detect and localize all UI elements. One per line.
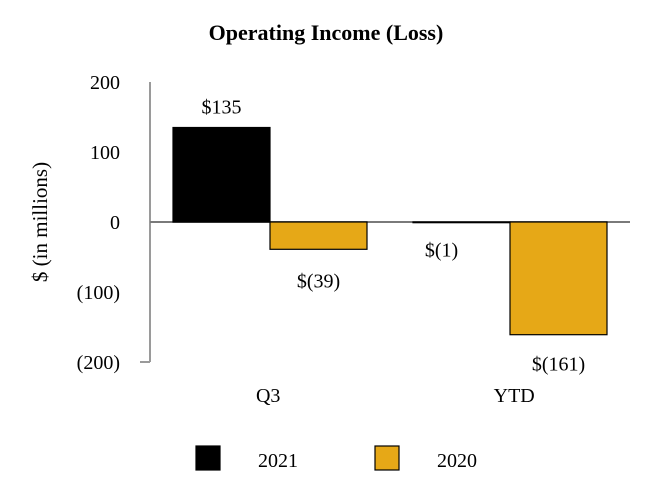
chart-title: Operating Income (Loss) (209, 20, 444, 45)
y-tick-label: (200) (77, 352, 120, 374)
y-axis-ticks: 200 100 0 (100) (200) (77, 72, 120, 374)
bars (172, 126, 608, 336)
data-label: $(161) (532, 354, 585, 376)
legend-label: 2021 (258, 450, 298, 472)
x-axis-ticks: Q3 YTD (256, 385, 535, 407)
legend-swatch-2021 (195, 445, 221, 471)
legend-label: 2020 (437, 450, 477, 472)
y-tick-label: 0 (110, 212, 120, 234)
bar-2021-q3 (172, 126, 271, 223)
bar-2020-q3 (269, 221, 368, 250)
y-axis-label: $ (in millions) (28, 162, 52, 282)
x-tick-label: YTD (494, 385, 535, 407)
y-tick-label: 100 (90, 142, 120, 164)
data-labels: $135 $(39) $(1) $(161) (202, 97, 586, 376)
bar-2020-ytd (509, 221, 608, 336)
x-tick-label: Q3 (256, 385, 280, 407)
legend-swatch-2020 (374, 445, 400, 471)
legend: 2021 2020 (195, 445, 477, 472)
y-tick-label: (100) (77, 282, 120, 304)
bar-2021-ytd (412, 221, 511, 224)
y-tick-label: 200 (90, 72, 120, 94)
data-label: $135 (202, 97, 242, 119)
data-label: $(39) (297, 270, 340, 292)
data-label: $(1) (425, 240, 458, 262)
